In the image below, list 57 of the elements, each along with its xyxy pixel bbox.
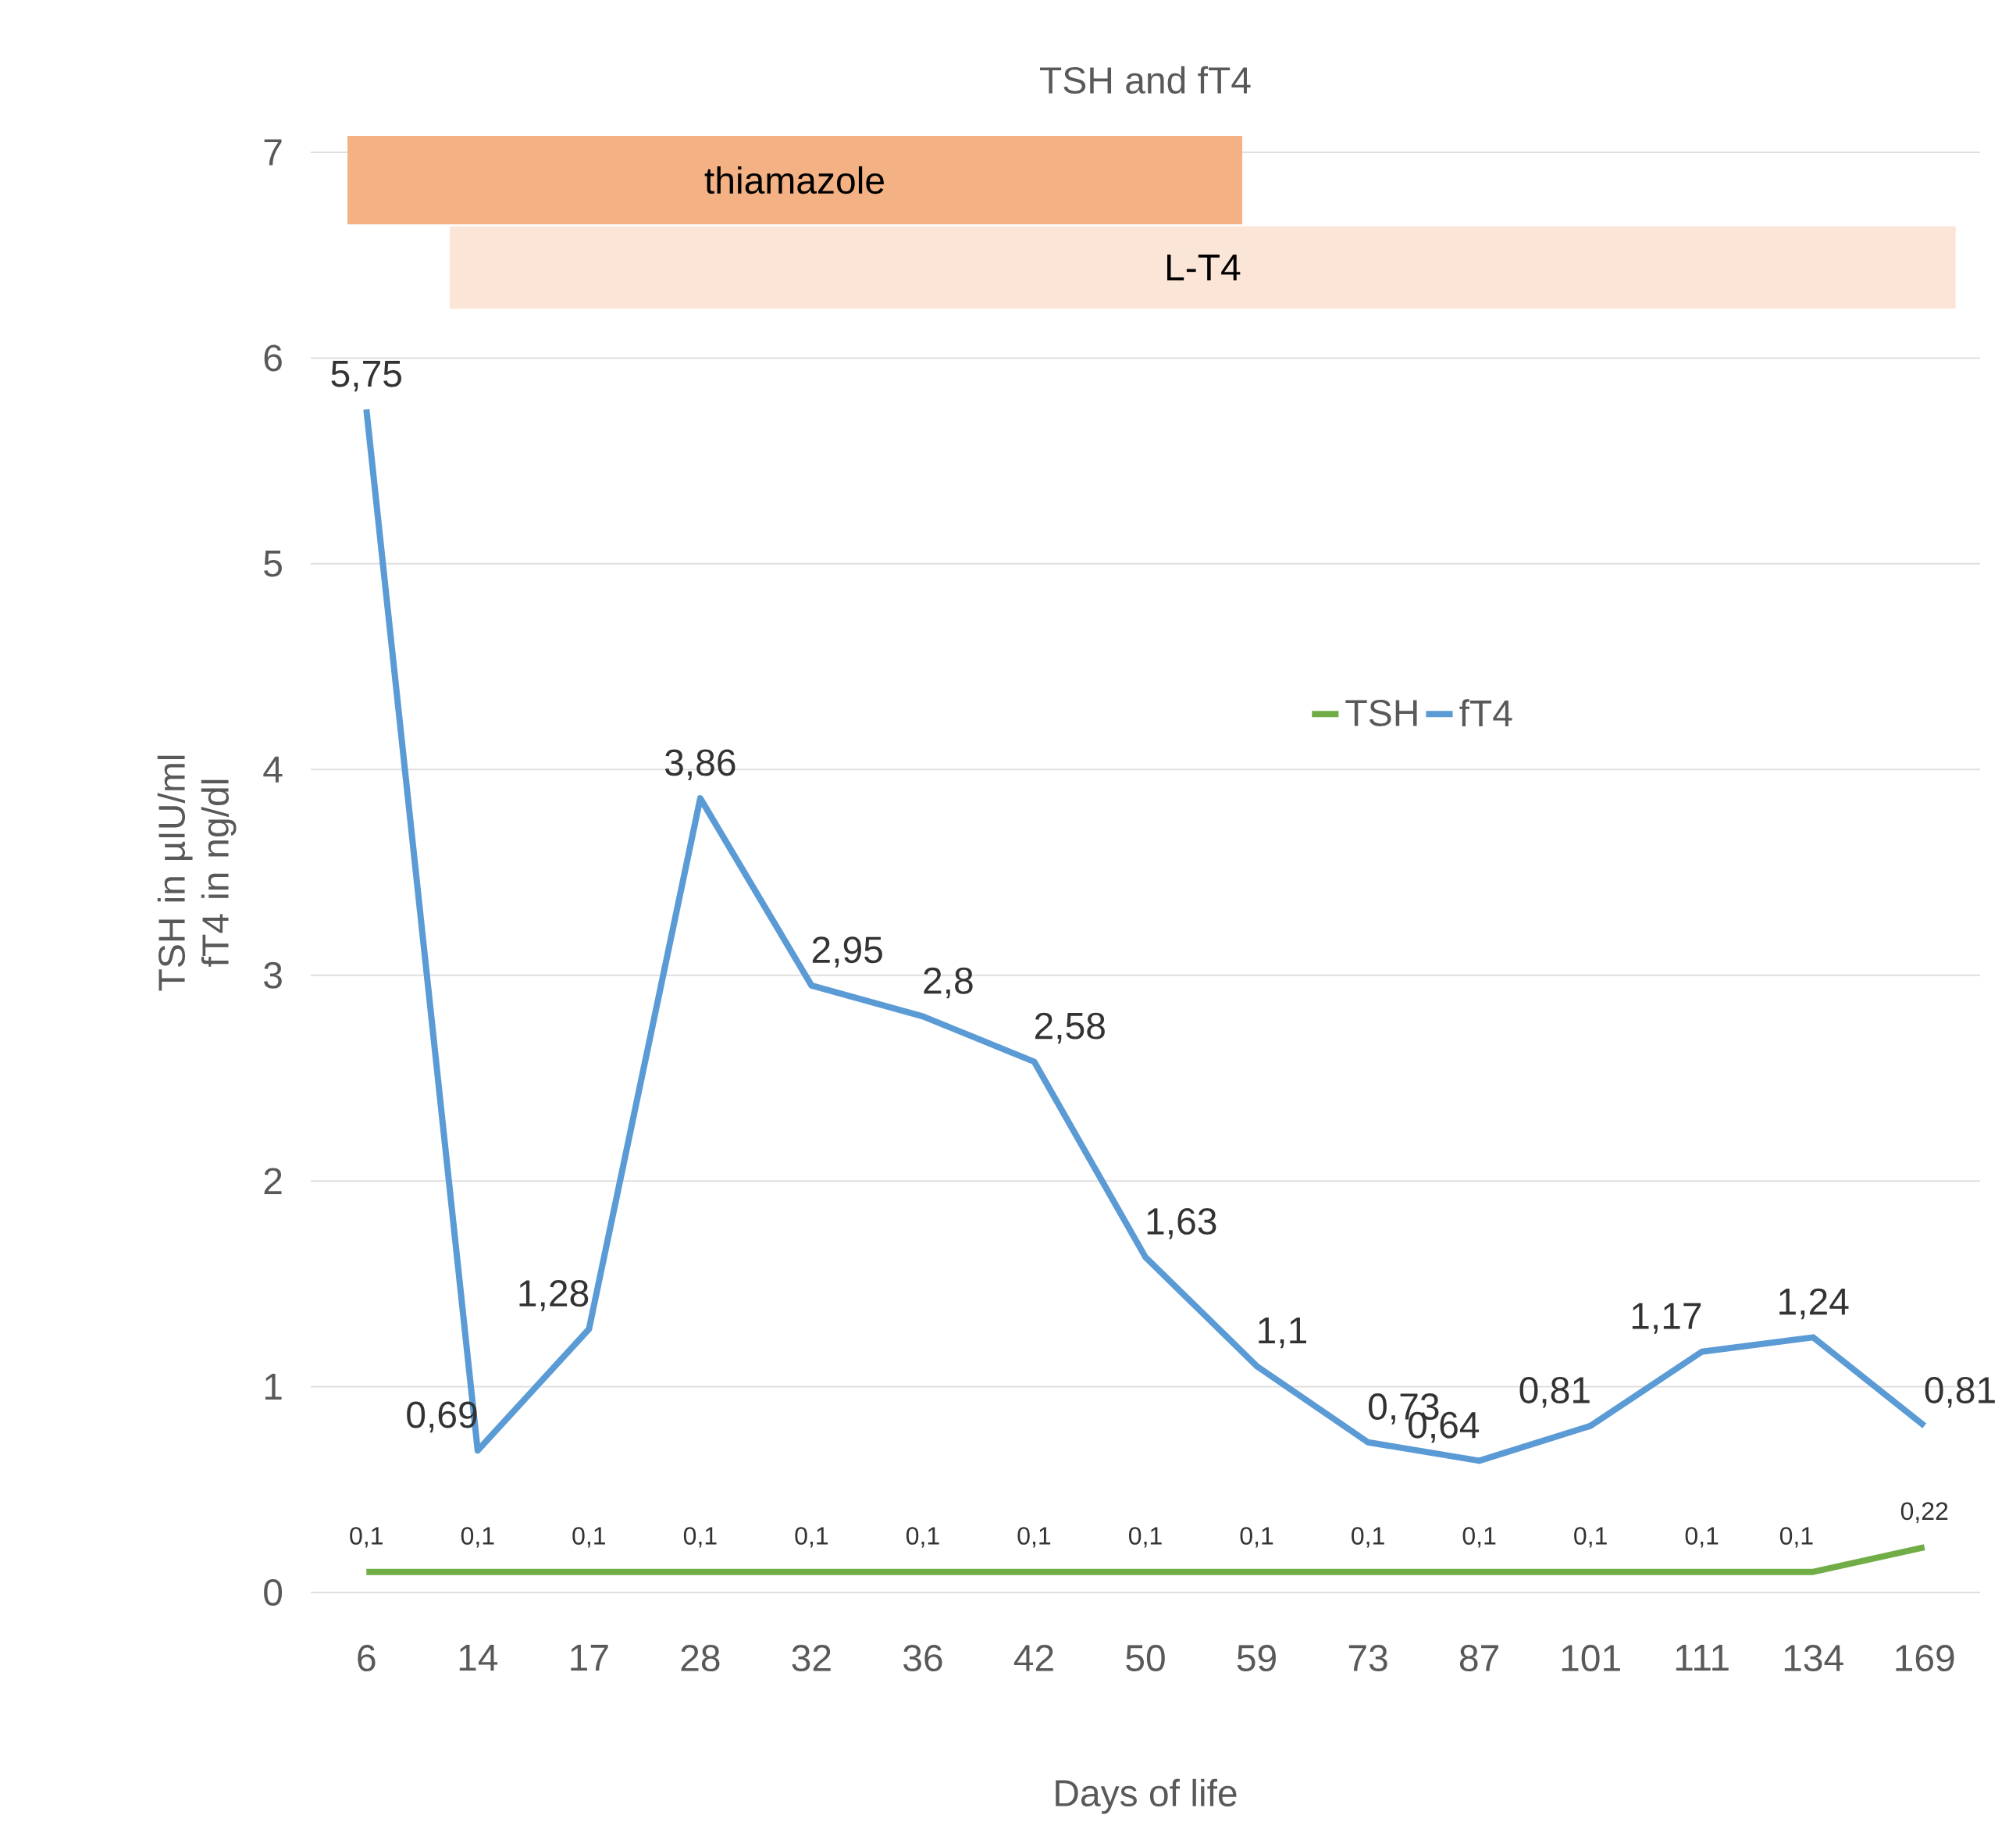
data-label: 1,24 xyxy=(1779,1288,1849,1320)
y-axis-title: TSH in µIU/ml fT4 in ng/dl xyxy=(157,755,237,991)
band-label: thiamazole xyxy=(704,166,884,194)
y-tick-label: 6 xyxy=(264,344,282,372)
x-tick-label: 14 xyxy=(459,1645,498,1671)
x-tick-label: 169 xyxy=(1896,1645,1954,1672)
data-label: 0,1 xyxy=(350,1527,383,1548)
data-label: 1,28 xyxy=(519,1280,589,1311)
data-label: 0,1 xyxy=(1462,1527,1496,1548)
y-tick-label: 0 xyxy=(264,1579,283,1606)
x-axis-title: Days of life xyxy=(1056,1778,1237,1814)
data-label: 0,1 xyxy=(795,1527,828,1548)
data-label: 2,8 xyxy=(924,967,973,999)
y-tick-label: 4 xyxy=(263,756,283,783)
data-label: 1,63 xyxy=(1147,1207,1216,1239)
x-tick-label: 42 xyxy=(1013,1645,1053,1671)
data-label: 0,1 xyxy=(461,1527,494,1548)
x-tick-label: 111 xyxy=(1676,1645,1729,1671)
y-tick-label: 7 xyxy=(264,139,282,166)
x-tick-label: 32 xyxy=(792,1645,831,1672)
legend-label: TSH xyxy=(1345,699,1417,726)
data-label: 0,22 xyxy=(1900,1502,1948,1523)
x-tick-label: 28 xyxy=(681,1645,720,1672)
chart-title: TSH and fT4 xyxy=(1040,66,1251,94)
x-tick-label: 36 xyxy=(903,1645,942,1672)
x-tick-label: 134 xyxy=(1784,1645,1843,1672)
data-label: 0,81 xyxy=(1925,1376,1995,1408)
data-label: 0,1 xyxy=(683,1527,717,1548)
data-label: 0,1 xyxy=(1129,1527,1162,1548)
legend-label: fT4 xyxy=(1459,699,1512,727)
data-label: 0,1 xyxy=(906,1527,939,1548)
y-tick-label: 1 xyxy=(265,1374,282,1400)
data-label: 0,1 xyxy=(1685,1527,1719,1548)
x-tick-label: 87 xyxy=(1459,1645,1498,1672)
data-label: 5,75 xyxy=(331,361,401,392)
x-tick-label: 59 xyxy=(1237,1645,1276,1672)
data-label: 0,1 xyxy=(1352,1527,1384,1548)
x-tick-label: 50 xyxy=(1126,1645,1165,1672)
data-label: 0,1 xyxy=(1017,1527,1051,1548)
data-label: 0,1 xyxy=(1240,1527,1273,1548)
band-label: L-T4 xyxy=(1167,254,1241,281)
data-label: 0,1 xyxy=(572,1527,605,1548)
x-tick-label: 73 xyxy=(1348,1645,1387,1672)
y-tick-label: 2 xyxy=(264,1168,282,1194)
data-label: 1,1 xyxy=(1259,1317,1306,1349)
y-tick-label: 5 xyxy=(264,551,282,577)
data-label: 0,1 xyxy=(1574,1527,1607,1548)
data-label: 1,17 xyxy=(1632,1303,1701,1334)
data-label: 3,86 xyxy=(664,749,736,781)
data-label: 2,58 xyxy=(1035,1012,1105,1044)
y-tick-label: 3 xyxy=(264,961,282,989)
data-label: 0,81 xyxy=(1519,1376,1590,1408)
x-tick-label: 101 xyxy=(1562,1645,1620,1672)
data-label: 2,95 xyxy=(812,936,882,968)
x-tick-label: 6 xyxy=(358,1645,376,1672)
x-tick-label: 17 xyxy=(571,1645,608,1671)
data-label: 0,1 xyxy=(1779,1527,1813,1548)
